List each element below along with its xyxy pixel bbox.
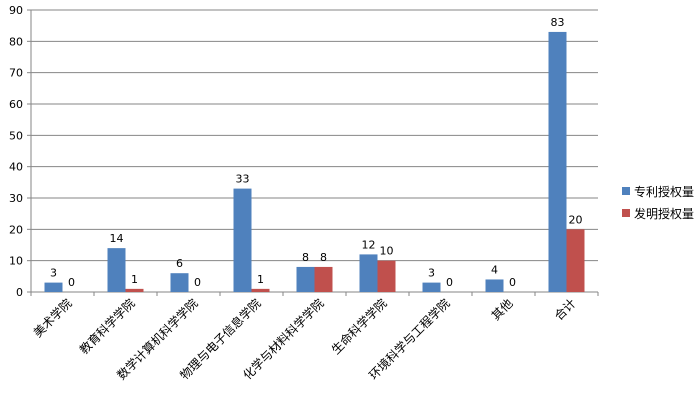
legend-label-series-0: 专利授权量 bbox=[634, 184, 695, 199]
data-label-series-0-cat-3: 33 bbox=[236, 173, 250, 186]
data-label-series-0-cat-2: 6 bbox=[176, 257, 183, 270]
y-tick-label-60: 60 bbox=[9, 98, 23, 111]
bar-series-0-cat-2 bbox=[170, 273, 189, 292]
bar-series-1-cat-5 bbox=[377, 260, 396, 292]
x-tick-label-1: 教育科学学院 bbox=[76, 296, 138, 358]
y-tick-label-90: 90 bbox=[9, 4, 23, 17]
bar-series-1-cat-3 bbox=[251, 288, 270, 292]
x-tick-label-7: 其他 bbox=[489, 296, 516, 323]
bar-series-0-cat-5 bbox=[359, 254, 378, 292]
bar-series-0-cat-7 bbox=[485, 279, 504, 292]
data-label-series-0-cat-4: 8 bbox=[302, 251, 309, 264]
bar-series-0-cat-4 bbox=[296, 266, 315, 292]
y-tick-label-10: 10 bbox=[9, 255, 23, 268]
x-tick-label-5: 生命科学学院 bbox=[328, 296, 390, 358]
data-label-series-1-cat-2: 0 bbox=[194, 276, 201, 289]
legend-item-series-1: 发明授权量 bbox=[622, 202, 694, 224]
y-tick-label-40: 40 bbox=[9, 161, 23, 174]
data-label-series-0-cat-6: 3 bbox=[428, 267, 435, 280]
data-label-series-1-cat-7: 0 bbox=[509, 276, 516, 289]
bar-series-1-cat-4 bbox=[314, 266, 333, 292]
y-tick-label-0: 0 bbox=[16, 286, 23, 299]
bar-series-0-cat-1 bbox=[107, 248, 126, 292]
bar-series-0-cat-6 bbox=[422, 282, 441, 292]
data-label-series-1-cat-1: 1 bbox=[131, 273, 138, 286]
bar-series-1-cat-8 bbox=[566, 229, 585, 292]
x-tick-label-8: 合计 bbox=[551, 296, 579, 324]
data-label-series-1-cat-5: 10 bbox=[380, 245, 394, 258]
y-tick-label-30: 30 bbox=[9, 192, 23, 205]
legend-label-series-1: 发明授权量 bbox=[634, 206, 695, 221]
bar-series-1-cat-1 bbox=[125, 288, 144, 292]
data-label-series-0-cat-8: 83 bbox=[551, 16, 565, 29]
x-tick-label-0: 美术学院 bbox=[30, 296, 75, 341]
legend: 专利授权量 发明授权量 bbox=[622, 180, 694, 224]
bar-series-0-cat-8 bbox=[548, 31, 567, 293]
legend-item-series-0: 专利授权量 bbox=[622, 180, 694, 202]
legend-swatch-series-1 bbox=[622, 209, 630, 217]
data-label-series-0-cat-0: 3 bbox=[50, 267, 57, 280]
data-label-series-0-cat-5: 12 bbox=[362, 238, 376, 251]
data-label-series-1-cat-3: 1 bbox=[257, 273, 264, 286]
legend-swatch-series-0 bbox=[622, 187, 630, 195]
y-tick-label-50: 50 bbox=[9, 129, 23, 142]
y-tick-label-80: 80 bbox=[9, 35, 23, 48]
data-label-series-1-cat-6: 0 bbox=[446, 276, 453, 289]
data-label-series-1-cat-4: 8 bbox=[320, 251, 327, 264]
data-label-series-1-cat-0: 0 bbox=[68, 276, 75, 289]
data-label-series-0-cat-1: 14 bbox=[110, 232, 124, 245]
bar-series-0-cat-0 bbox=[44, 282, 63, 292]
y-tick-label-20: 20 bbox=[9, 223, 23, 236]
bar-series-0-cat-3 bbox=[233, 188, 252, 292]
data-label-series-1-cat-8: 20 bbox=[569, 213, 583, 226]
y-tick-label-70: 70 bbox=[9, 67, 23, 80]
data-label-series-0-cat-7: 4 bbox=[491, 263, 498, 276]
